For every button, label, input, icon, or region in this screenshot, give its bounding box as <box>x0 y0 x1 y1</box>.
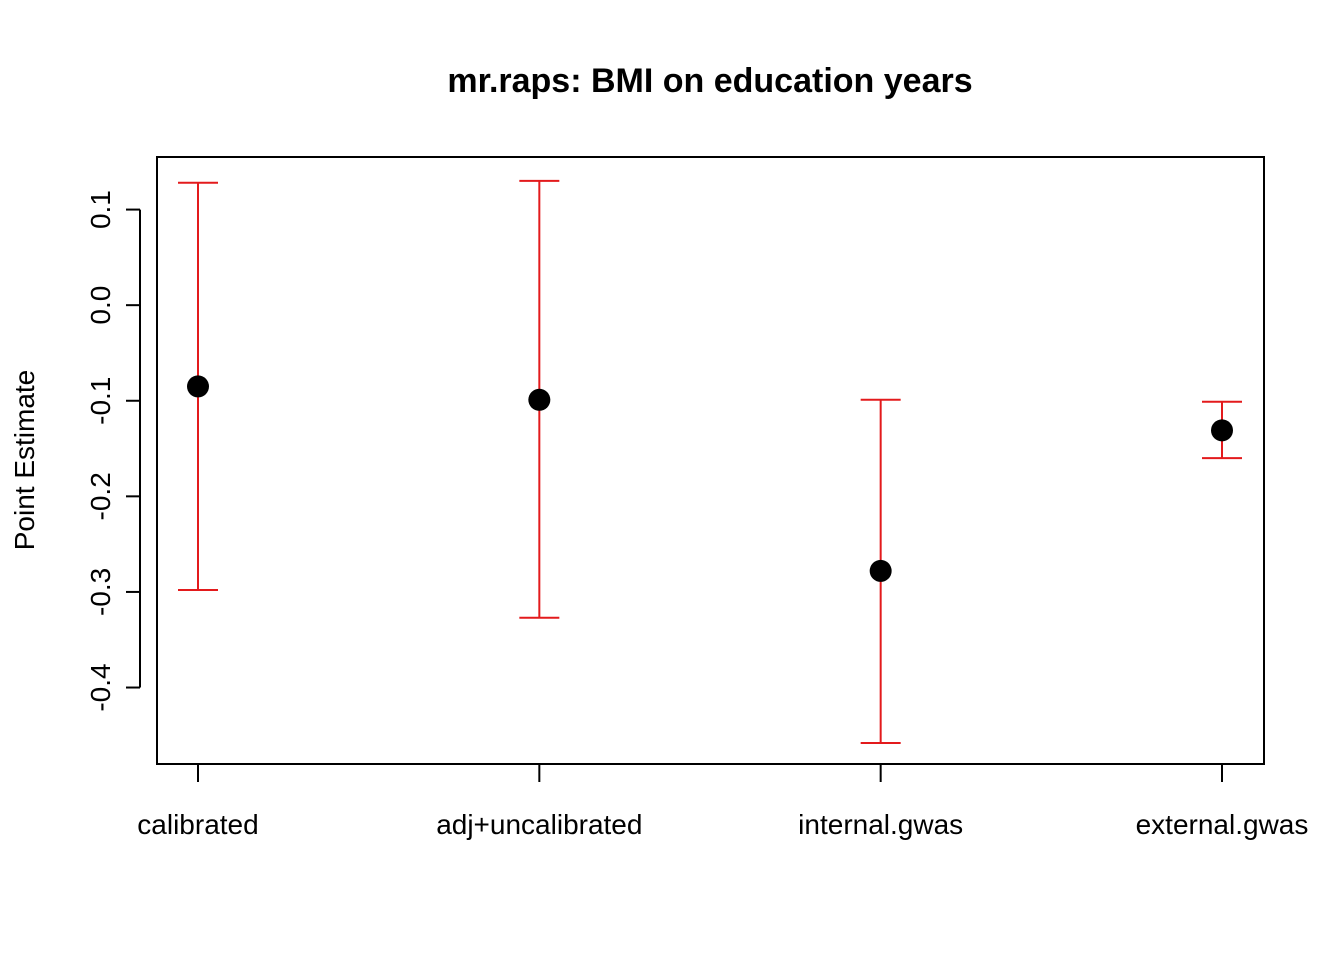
y-tick-label: -0.1 <box>85 377 116 425</box>
y-tick-label: 0.1 <box>85 190 116 229</box>
data-point <box>869 559 892 582</box>
error-bars <box>178 179 1242 744</box>
data-point <box>187 375 209 398</box>
points <box>187 375 1233 582</box>
y-axis-label: Point Estimate <box>9 370 40 551</box>
data-point <box>1211 419 1233 442</box>
y-tick-label: -0.4 <box>85 663 116 711</box>
y-axis: -0.4 -0.3 -0.2 -0.1 0.0 0.1 <box>85 190 141 712</box>
x-tick-label: adj+uncalibrated <box>436 809 642 840</box>
chart-title: mr.raps: BMI on education years <box>447 62 972 100</box>
plot-frame <box>156 156 1265 765</box>
data-point <box>528 388 551 411</box>
x-tick-label: external.gwas <box>1136 809 1309 840</box>
y-tick-label: -0.2 <box>85 472 116 520</box>
y-tick-label: 0.0 <box>85 286 116 325</box>
x-axis: calibrated adj+uncalibrated internal.gwas e… <box>137 764 1308 840</box>
y-tick-label: -0.3 <box>85 568 116 616</box>
x-tick-label: calibrated <box>137 809 258 840</box>
x-tick-label: internal.gwas <box>798 809 963 840</box>
